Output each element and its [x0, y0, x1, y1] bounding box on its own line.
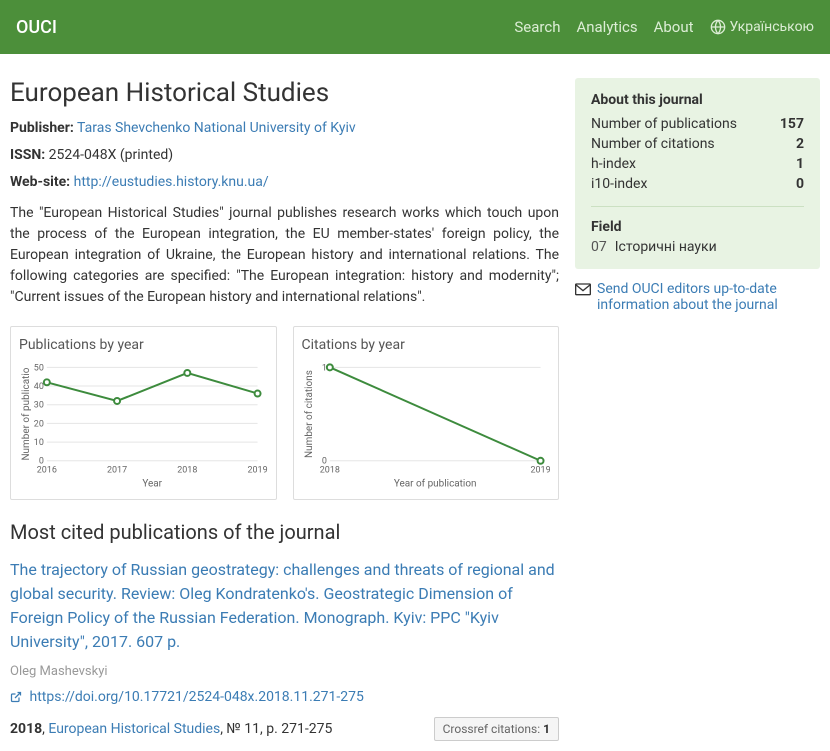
publication-issue: , № 11, p. 271-275: [220, 721, 332, 737]
field-row: 07 Історичні науки: [591, 239, 804, 255]
svg-text:Year of publication: Year of publication: [393, 479, 476, 489]
external-link-icon: [10, 691, 22, 703]
svg-text:50: 50: [34, 363, 44, 373]
svg-text:2018: 2018: [319, 466, 339, 476]
issn-value: 2524-048X (printed): [49, 147, 174, 163]
nav-links: Search Analytics About Українською: [514, 18, 814, 36]
citations-chart: Citations by year 0120182019Year of publ…: [293, 326, 560, 500]
svg-text:2017: 2017: [107, 466, 127, 476]
feedback-row: Send OUCI editors up-to-date information…: [575, 281, 820, 313]
about-journal-title: About this journal: [591, 92, 804, 108]
main-content: European Historical Studies Publisher: T…: [10, 64, 559, 741]
svg-text:Number of citations: Number of citations: [303, 370, 314, 458]
issn-row: ISSN: 2524-048X (printed): [10, 145, 559, 166]
citations-chart-svg: 0120182019Year of publicationNumber of c…: [302, 359, 551, 489]
svg-text:2019: 2019: [530, 466, 550, 476]
publication-journal-link[interactable]: European Historical Studies: [48, 721, 220, 737]
publication-meta-row: 2018, European Historical Studies, № 11,…: [10, 717, 559, 741]
website-link[interactable]: http://eustudies.history.knu.ua/: [74, 174, 269, 190]
field-label: Field: [591, 219, 804, 235]
sidebar: About this journal Number of publication…: [575, 64, 820, 741]
publication-author: Oleg Mashevskyi: [10, 664, 559, 679]
language-switcher[interactable]: Українською: [710, 19, 814, 35]
publisher-row: Publisher: Taras Shevchenko National Uni…: [10, 118, 559, 139]
svg-text:2016: 2016: [37, 466, 57, 476]
publication-title-link[interactable]: The trajectory of Russian geostrategy: c…: [10, 558, 559, 654]
most-cited-heading: Most cited publications of the journal: [10, 520, 559, 544]
publication-year: 2018: [10, 721, 42, 737]
stat-publications: Number of publications157: [591, 114, 804, 134]
header: OUCI Search Analytics About Українською: [0, 0, 830, 54]
svg-text:2018: 2018: [177, 466, 197, 476]
charts-row: Publications by year 0102030405020162017…: [10, 326, 559, 500]
nav-about[interactable]: About: [654, 18, 694, 36]
field-code: 07: [591, 239, 607, 255]
nav-search[interactable]: Search: [514, 18, 560, 36]
stat-i10-index: i10-index0: [591, 174, 804, 194]
publication-doi-row: https://doi.org/10.17721/2524-048x.2018.…: [10, 689, 559, 705]
envelope-icon: [575, 283, 591, 297]
svg-text:Year: Year: [142, 479, 162, 489]
nav-analytics[interactable]: Analytics: [576, 18, 637, 36]
svg-text:Number of publicatio: Number of publicatio: [21, 367, 32, 460]
divider: [591, 206, 804, 207]
field-name: Історичні науки: [615, 239, 717, 255]
citations-badge-label: Crossref citations:: [443, 722, 541, 736]
svg-text:10: 10: [34, 438, 44, 448]
publications-chart: Publications by year 0102030405020162017…: [10, 326, 277, 500]
citations-chart-title: Citations by year: [302, 337, 551, 353]
feedback-link[interactable]: Send OUCI editors up-to-date information…: [597, 281, 820, 313]
globe-icon: [710, 19, 726, 35]
issn-label: ISSN:: [10, 147, 45, 163]
publisher-label: Publisher:: [10, 120, 74, 136]
website-row: Web-site: http://eustudies.history.knu.u…: [10, 172, 559, 193]
publications-chart-title: Publications by year: [19, 337, 268, 353]
stat-citations: Number of citations2: [591, 134, 804, 154]
stat-h-index: h-index1: [591, 154, 804, 174]
language-label: Українською: [730, 19, 814, 35]
crossref-citations-badge[interactable]: Crossref citations: 1: [434, 717, 559, 741]
svg-text:2019: 2019: [248, 466, 268, 476]
journal-title: European Historical Studies: [10, 78, 559, 108]
publication-doi-link[interactable]: https://doi.org/10.17721/2524-048x.2018.…: [29, 689, 363, 705]
brand-logo[interactable]: OUCI: [16, 17, 514, 38]
svg-text:20: 20: [34, 419, 44, 429]
website-label: Web-site:: [10, 174, 70, 190]
journal-description: The "European Historical Studies" journa…: [10, 203, 559, 308]
svg-text:40: 40: [34, 382, 44, 392]
about-journal-box: About this journal Number of publication…: [575, 78, 820, 269]
citations-badge-value: 1: [543, 722, 550, 736]
svg-text:30: 30: [34, 401, 44, 411]
publications-chart-svg: 010203040502016201720182019YearNumber of…: [19, 359, 268, 489]
publisher-link[interactable]: Taras Shevchenko National University of …: [77, 120, 356, 136]
